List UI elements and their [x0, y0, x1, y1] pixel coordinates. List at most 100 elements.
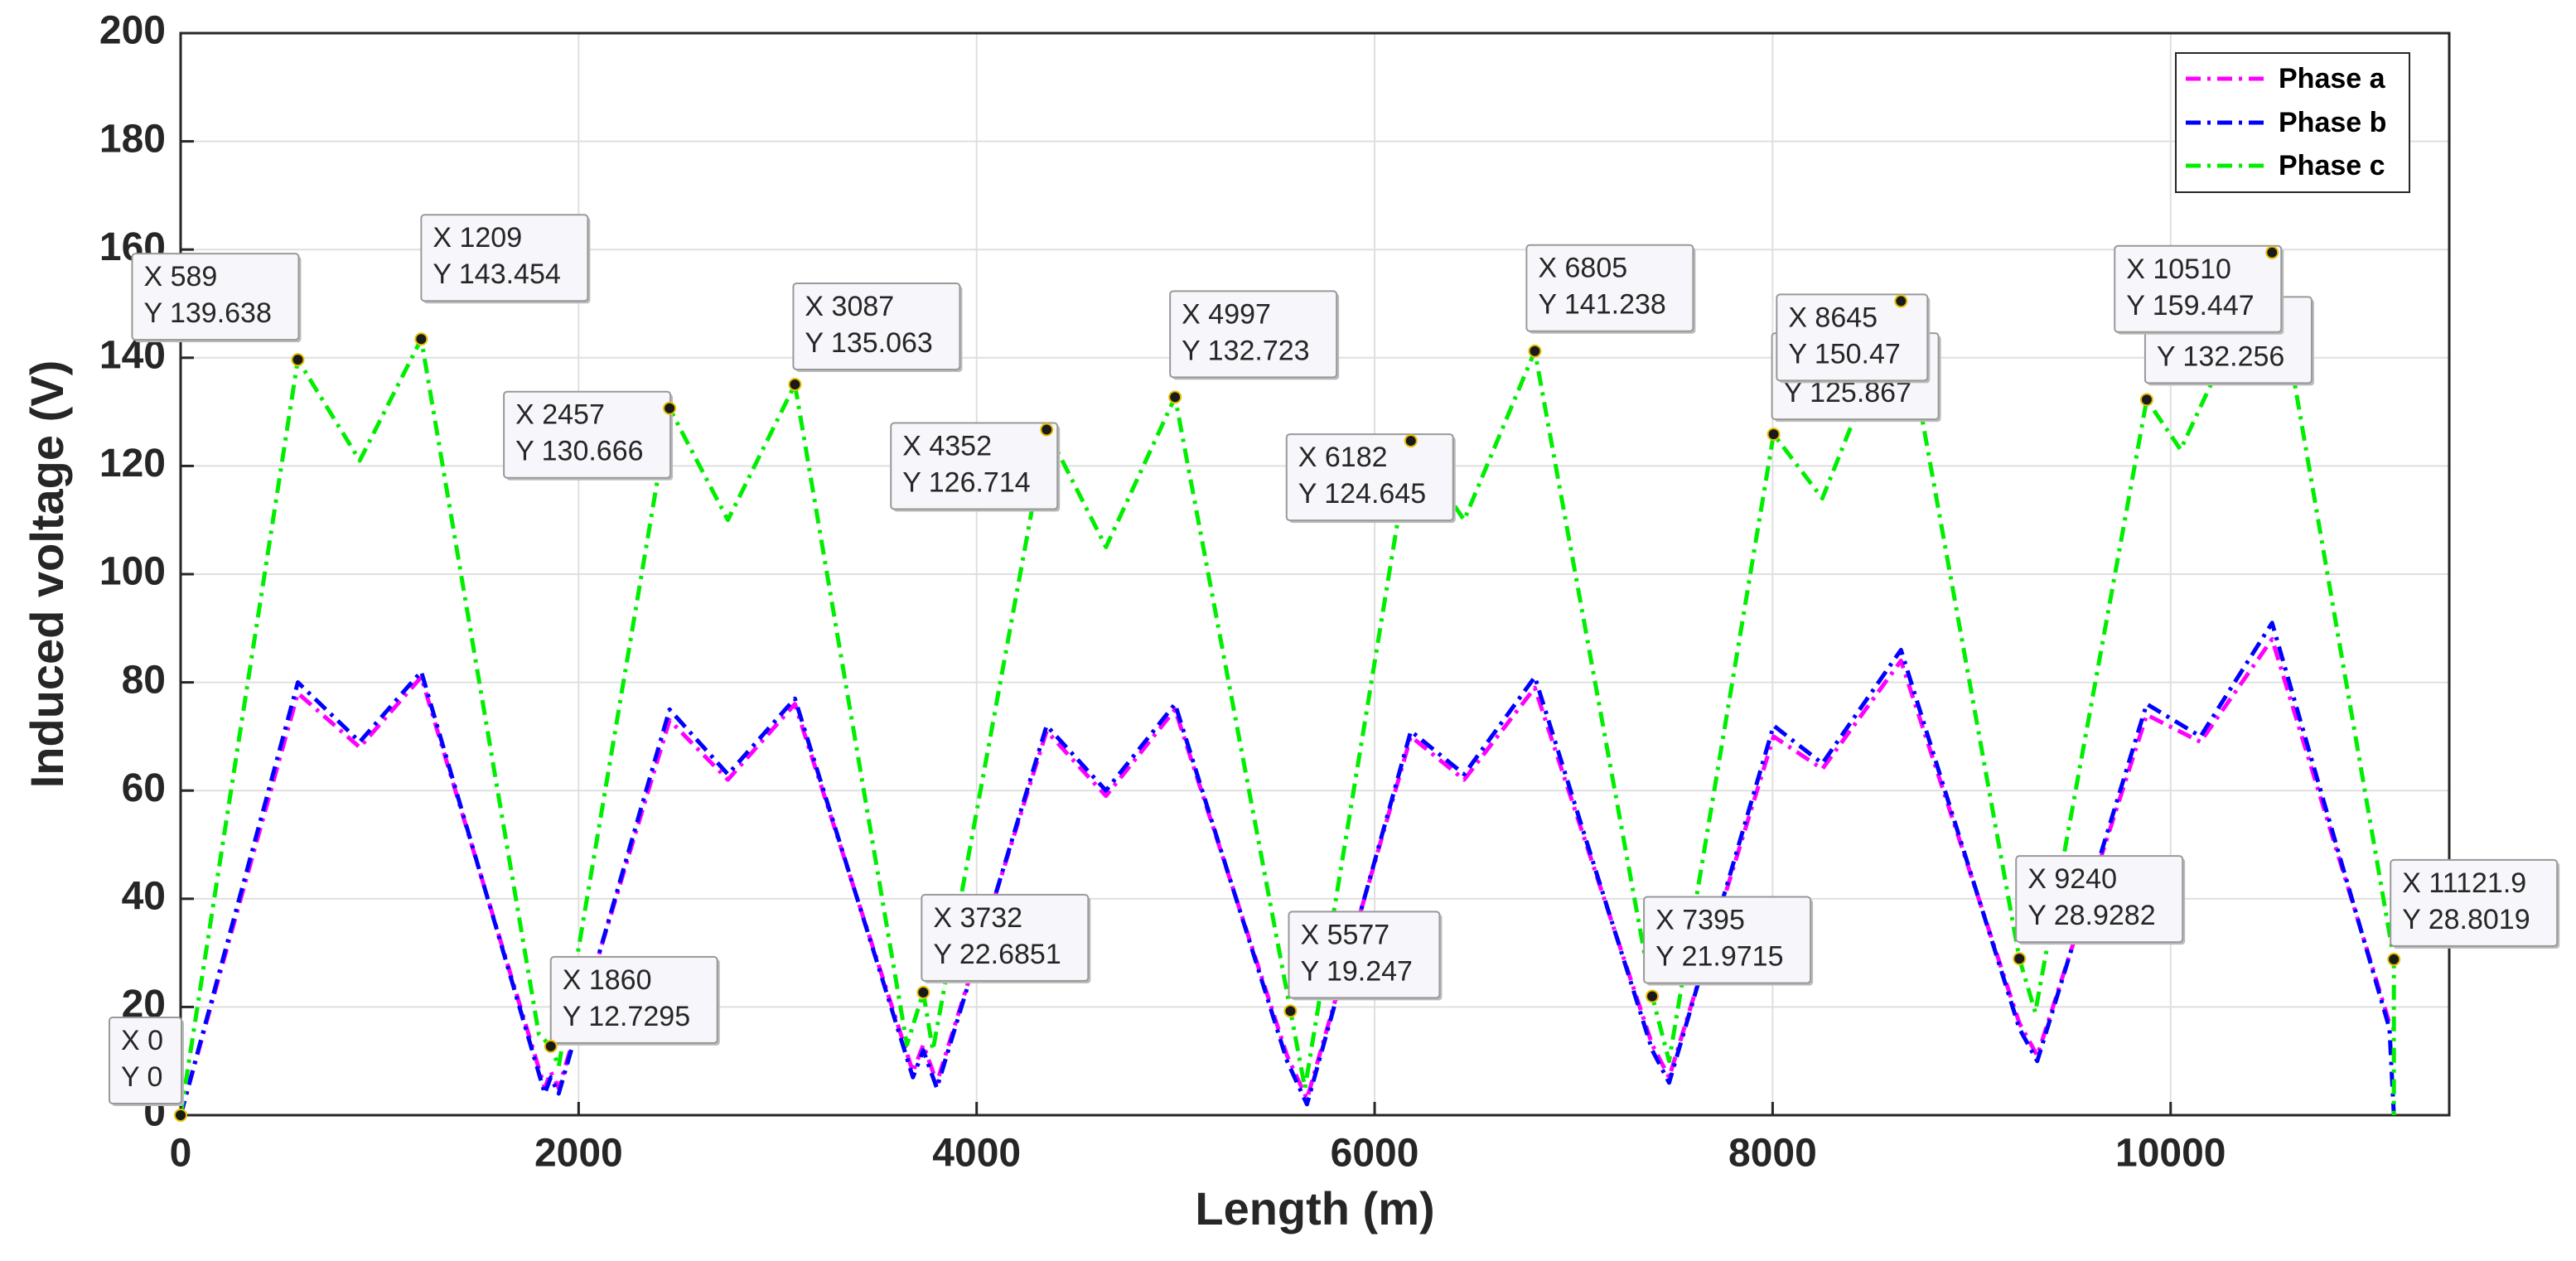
datatip-x-label: X 589 — [143, 261, 217, 292]
x-tick-label: 2000 — [534, 1132, 623, 1176]
datatip-x-label: X 0 — [121, 1025, 163, 1056]
legend-box — [2175, 52, 2410, 193]
y-tick-label: 180 — [99, 117, 166, 161]
series-layer — [178, 250, 2396, 1116]
datatip-box — [549, 955, 718, 1044]
datatip-x-label: X 4997 — [1182, 298, 1271, 330]
datatip[interactable]: X 589 Y 139.638 — [131, 253, 305, 367]
series-line-phase-b — [178, 621, 2396, 1116]
datatip-x-label: X 6182 — [1298, 442, 1388, 473]
datatip-y-label: Y 135.063 — [805, 327, 932, 359]
datatip-box — [2390, 858, 2559, 947]
x-tick-label: 6000 — [1331, 1132, 1419, 1176]
datatip-y-label: Y 0 — [121, 1061, 162, 1093]
datatip-y-label: Y 141.238 — [1538, 289, 1665, 321]
datatip-x-label: X 7395 — [1655, 905, 1745, 936]
datatip-x-label: X 8645 — [1788, 302, 1878, 333]
datatip-x-label: X 3087 — [805, 291, 894, 322]
datatip-marker — [663, 401, 677, 415]
datatip-marker — [1168, 390, 1182, 404]
datatip-x-label: X 1860 — [563, 964, 652, 996]
legend-label-phase-c: Phase c — [2279, 150, 2385, 181]
legend-label-phase-b: Phase b — [2279, 107, 2386, 138]
datatip[interactable]: X 9240 Y 28.9282 — [2013, 855, 2186, 966]
datatip-box — [1169, 290, 1338, 379]
datatip-x-label: X 10510 — [2126, 254, 2231, 285]
datatip-box — [1525, 244, 1694, 332]
datatip-marker — [544, 1039, 558, 1053]
datatip-marker — [788, 378, 802, 392]
datatip-y-label: Y 130.666 — [515, 436, 643, 467]
datatip-marker — [916, 985, 930, 999]
datatip-x-label: X 2457 — [515, 399, 605, 431]
datatip-y-label: Y 28.8019 — [2402, 904, 2530, 935]
datatip-x-label: X 3732 — [933, 902, 1022, 934]
y-tick-label: 200 — [99, 9, 166, 53]
datatip-marker — [1766, 428, 1781, 442]
datatip-marker — [2139, 393, 2153, 407]
datatip[interactable]: X 3732 Y 22.6851 — [916, 893, 1091, 999]
datatip-y-label: Y 19.247 — [1300, 955, 1413, 987]
datatip-marker — [1040, 423, 1054, 437]
datatip-marker — [1646, 989, 1660, 1003]
datatip[interactable]: X 6182 Y 124.645 — [1285, 433, 1456, 524]
datatip-x-label: X 4352 — [902, 431, 992, 462]
datatip-x-label: X 11121.9 — [2402, 867, 2526, 899]
datatip[interactable]: X 5577 Y 19.247 — [1283, 911, 1443, 1018]
datatip-marker — [174, 1109, 187, 1122]
datatip-box — [420, 214, 589, 302]
datatip-marker — [291, 353, 305, 367]
datatip-box — [1776, 293, 1929, 382]
legend-label-phase-a: Phase a — [2279, 63, 2386, 94]
datatip-marker — [1404, 434, 1418, 448]
x-tick-label: 4000 — [932, 1132, 1021, 1176]
datatip-x-label: X 9240 — [2027, 863, 2117, 895]
datatip[interactable]: X 4352 Y 126.714 — [890, 422, 1061, 512]
x-tick-label: 8000 — [1728, 1132, 1817, 1176]
datatip-box — [1288, 911, 1441, 999]
datatip-box — [2114, 244, 2283, 333]
datatip-marker — [1528, 344, 1542, 358]
y-tick-label: 80 — [122, 658, 166, 702]
datatip-y-label: Y 21.9715 — [1655, 941, 1783, 973]
datatip-x-label: X 1209 — [433, 222, 522, 254]
datatip[interactable]: X 7395 Y 21.9715 — [1643, 896, 1814, 1003]
datatip[interactable]: X 1209 Y 143.454 — [414, 214, 591, 346]
datatip-y-label: Y 124.645 — [1298, 478, 1426, 510]
datatip-x-label: X 6805 — [1538, 253, 1627, 284]
legend: Phase a Phase b Phase c — [2175, 52, 2410, 193]
datatip-y-label: Y 143.454 — [433, 258, 560, 290]
datatip-marker — [1283, 1004, 1298, 1018]
datatip[interactable]: X 2457 Y 130.666 — [503, 390, 677, 481]
series-line-phase-a — [178, 636, 2396, 1116]
y-tick-label: 40 — [122, 874, 166, 918]
datatip[interactable]: X 3087 Y 135.063 — [788, 283, 963, 392]
datatip[interactable]: X 1860 Y 12.7295 — [544, 955, 720, 1053]
datatip-marker — [2013, 952, 2027, 966]
datatip-y-label: Y 126.714 — [902, 467, 1030, 499]
tick-layer: 0 2000 4000 6000 8000 10000020406080100120140… — [99, 9, 2226, 1176]
datatip-y-label: Y 132.256 — [2157, 341, 2284, 372]
datatip[interactable]: X 10510 Y 159.447 — [2114, 244, 2284, 335]
datatip[interactable]: X 4997 Y 132.723 — [1168, 290, 1340, 404]
datatip-y-label: Y 28.9282 — [2027, 900, 2155, 931]
datatip[interactable]: X 0Y 0 — [109, 1017, 187, 1122]
datatip-y-label: Y 22.6851 — [933, 939, 1061, 970]
datatip[interactable]: X 6805 Y 141.238 — [1525, 244, 1696, 358]
x-axis-label: Length (m) — [1195, 1182, 1434, 1234]
y-tick-label: 60 — [122, 766, 166, 810]
datatip-marker — [1894, 294, 1908, 308]
datatip-box — [2015, 855, 2184, 944]
datatip-box — [131, 253, 300, 341]
y-tick-label: 120 — [99, 442, 166, 486]
x-tick-label: 0 — [170, 1132, 192, 1176]
datatip[interactable]: X 11121.9 Y 28.8019 — [2387, 858, 2560, 966]
datatip-box — [921, 893, 1090, 982]
datatip[interactable]: X 8645 Y 150.47 — [1776, 293, 1931, 384]
datatip-box — [792, 283, 961, 371]
datatip-y-label: Y 139.638 — [143, 297, 271, 329]
datatip-marker — [2265, 245, 2279, 259]
datatip-y-label: Y 132.723 — [1182, 335, 1309, 366]
